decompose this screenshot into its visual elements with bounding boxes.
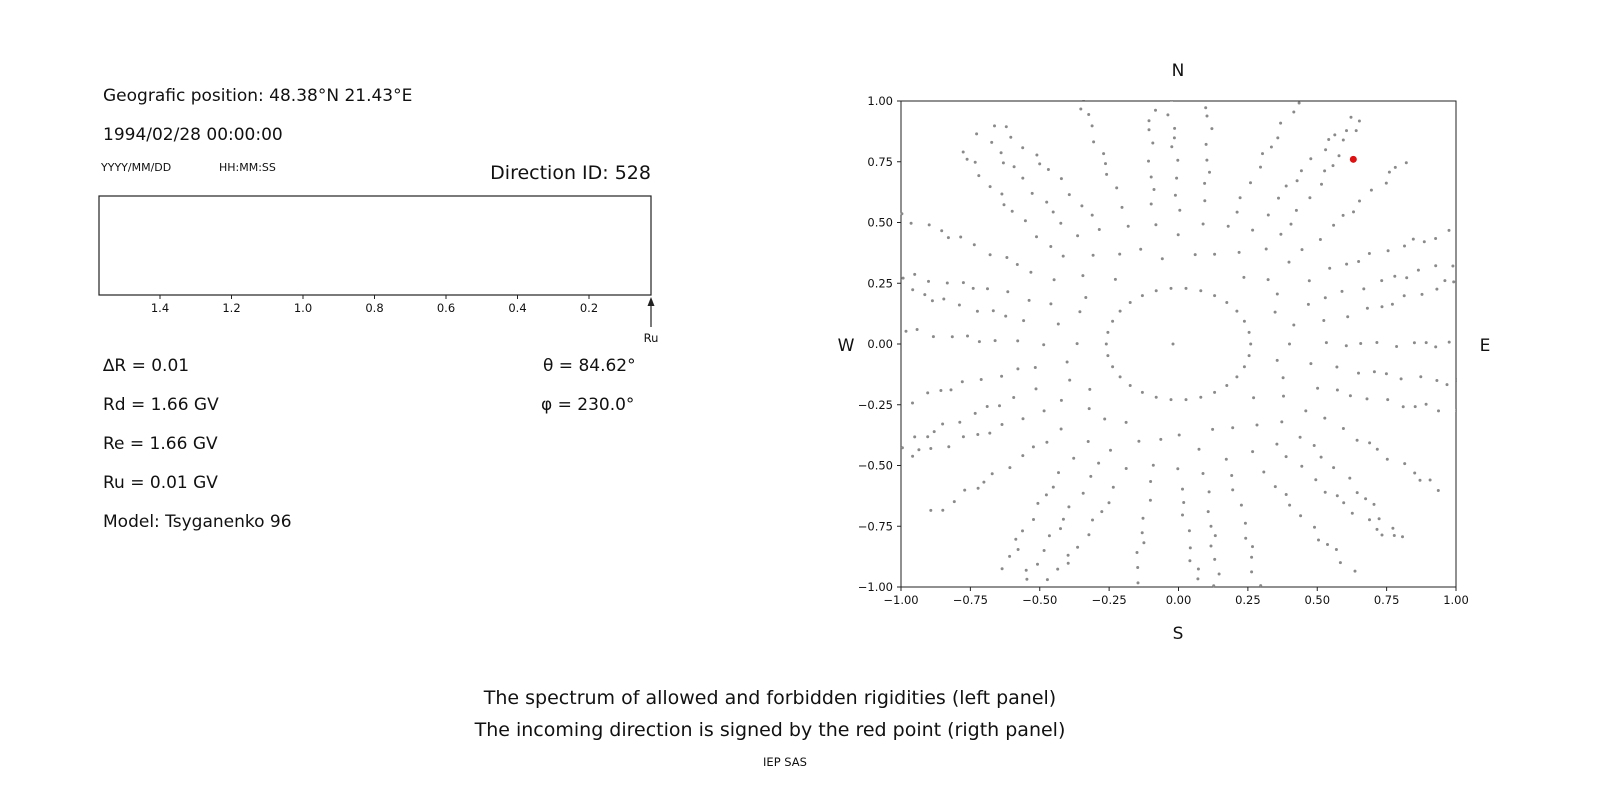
compass-west-label: W xyxy=(837,336,855,356)
asymptotic-direction-dots xyxy=(900,100,1457,588)
compass-east-label: E xyxy=(1479,336,1491,356)
spectrum-tick-label: 1.2 xyxy=(222,301,240,315)
x-tick-label: −0.25 xyxy=(1092,593,1127,607)
y-tick-label: 0.50 xyxy=(867,216,893,230)
delta-r-value: ∆R = 0.01 xyxy=(103,356,190,376)
y-tick-label: 0.75 xyxy=(867,155,893,169)
x-tick-label: 0.00 xyxy=(1166,593,1192,607)
spectrum-tick-label: 1.4 xyxy=(151,301,169,315)
spectrum-tick-label: 0.2 xyxy=(580,301,598,315)
red-incoming-direction-point xyxy=(1349,155,1357,163)
spectrum-tick-label: 0.4 xyxy=(508,301,526,315)
phi-value: φ = 230.0° xyxy=(541,395,635,415)
compass-south-label: S xyxy=(1172,624,1184,644)
caption-line-2: The incoming direction is signed by the … xyxy=(474,719,1066,741)
time-format-hint: HH:MM:SS xyxy=(219,161,276,174)
re-value: Re = 1.66 GV xyxy=(103,434,218,454)
spectrum-tick-label: 0.8 xyxy=(365,301,383,315)
x-tick-label: 0.50 xyxy=(1304,593,1330,607)
spectrum-arrow-label: Ru xyxy=(644,331,659,345)
x-tick-label: 0.25 xyxy=(1235,593,1261,607)
x-tick-label: 1.00 xyxy=(1443,593,1469,607)
y-tick-label: −0.25 xyxy=(858,398,893,412)
ru-value: Ru = 0.01 GV xyxy=(103,473,218,493)
model-label: Model: Tsyganenko 96 xyxy=(103,512,292,532)
geographic-position-label: Geografic position: 48.38°N 21.43°E xyxy=(103,86,413,106)
y-tick-label: 1.00 xyxy=(867,94,893,108)
spectrum-plot: 1.4 1.2 1.0 0.8 0.6 0.4 0.2 Ru xyxy=(98,195,659,345)
caption-line-1: The spectrum of allowed and forbidden ri… xyxy=(483,687,1057,709)
y-tick-label: 0.00 xyxy=(867,337,893,351)
y-tick-label: −1.00 xyxy=(858,580,893,594)
y-tick-label: 0.25 xyxy=(867,276,893,290)
x-tick-label: −1.00 xyxy=(883,593,918,607)
theta-value: θ = 84.62° xyxy=(543,356,636,376)
spectrum-tick-label: 1.0 xyxy=(294,301,312,315)
x-tick-label: 0.75 xyxy=(1374,593,1400,607)
direction-plot: −1.00 −0.75 −0.50 −0.25 0.00 0.25 0.50 0.75 1.00… xyxy=(858,94,1469,607)
credit-label: IEP SAS xyxy=(763,755,807,769)
direction-plot-box xyxy=(900,100,1457,588)
datetime-value: 1994/02/28 00:00:00 xyxy=(103,125,283,145)
y-tick-label: −0.75 xyxy=(858,519,893,533)
y-tick-label: −0.50 xyxy=(858,459,893,473)
date-format-hint: YYYY/MM/DD xyxy=(101,161,172,174)
spectrum-plot-box xyxy=(98,195,652,296)
compass-north-label: N xyxy=(1171,61,1185,81)
x-tick-label: −0.75 xyxy=(953,593,988,607)
spectrum-tick-label: 0.6 xyxy=(437,301,455,315)
ru-arrow-head-icon xyxy=(647,297,655,306)
x-tick-label: −0.50 xyxy=(1022,593,1057,607)
direction-id-label: Direction ID: 528 xyxy=(490,162,651,184)
rd-value: Rd = 1.66 GV xyxy=(103,395,219,415)
